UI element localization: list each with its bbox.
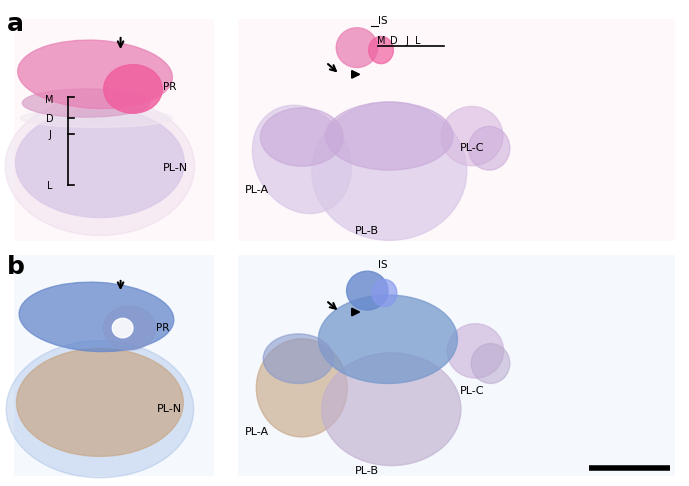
Text: PR: PR bbox=[163, 83, 176, 92]
Ellipse shape bbox=[336, 28, 378, 68]
FancyBboxPatch shape bbox=[14, 19, 214, 241]
Text: PL-N: PL-N bbox=[163, 163, 188, 173]
Ellipse shape bbox=[112, 318, 133, 338]
Text: a: a bbox=[7, 12, 24, 36]
Text: D: D bbox=[45, 114, 54, 124]
Text: J: J bbox=[48, 130, 51, 140]
Text: PL-C: PL-C bbox=[460, 386, 485, 396]
Ellipse shape bbox=[21, 109, 172, 127]
Ellipse shape bbox=[17, 348, 183, 456]
Text: PL-B: PL-B bbox=[355, 226, 379, 236]
Ellipse shape bbox=[471, 344, 510, 383]
Text: J: J bbox=[405, 36, 408, 46]
Text: b: b bbox=[7, 255, 25, 279]
Ellipse shape bbox=[18, 40, 172, 108]
Ellipse shape bbox=[22, 89, 150, 117]
Ellipse shape bbox=[6, 341, 194, 478]
Text: M: M bbox=[45, 95, 54, 104]
Text: L: L bbox=[47, 181, 52, 191]
Text: L: L bbox=[415, 36, 421, 46]
Text: PL-B: PL-B bbox=[355, 467, 379, 476]
Ellipse shape bbox=[369, 36, 393, 64]
Ellipse shape bbox=[372, 279, 397, 307]
Ellipse shape bbox=[447, 324, 504, 378]
Text: PL-A: PL-A bbox=[245, 185, 269, 194]
Text: PL-N: PL-N bbox=[156, 404, 181, 414]
Ellipse shape bbox=[103, 65, 163, 113]
Ellipse shape bbox=[322, 353, 461, 466]
FancyBboxPatch shape bbox=[14, 255, 214, 476]
FancyBboxPatch shape bbox=[238, 19, 675, 241]
Ellipse shape bbox=[441, 106, 503, 166]
Ellipse shape bbox=[252, 105, 351, 213]
Ellipse shape bbox=[318, 295, 457, 383]
Text: IS: IS bbox=[378, 260, 387, 270]
Ellipse shape bbox=[19, 282, 174, 351]
Text: PL-C: PL-C bbox=[460, 143, 485, 153]
Ellipse shape bbox=[311, 102, 466, 241]
Ellipse shape bbox=[5, 97, 194, 235]
FancyBboxPatch shape bbox=[238, 255, 675, 476]
Ellipse shape bbox=[103, 306, 156, 350]
Text: M: M bbox=[377, 36, 385, 46]
Ellipse shape bbox=[15, 108, 185, 218]
Text: IS: IS bbox=[378, 17, 387, 26]
Text: D: D bbox=[390, 36, 398, 46]
Text: PR: PR bbox=[156, 323, 169, 333]
Ellipse shape bbox=[256, 339, 347, 437]
Text: PL-A: PL-A bbox=[245, 427, 269, 436]
Ellipse shape bbox=[325, 102, 453, 170]
Ellipse shape bbox=[260, 108, 343, 166]
Ellipse shape bbox=[347, 271, 388, 310]
Ellipse shape bbox=[263, 334, 333, 383]
Ellipse shape bbox=[469, 126, 510, 170]
